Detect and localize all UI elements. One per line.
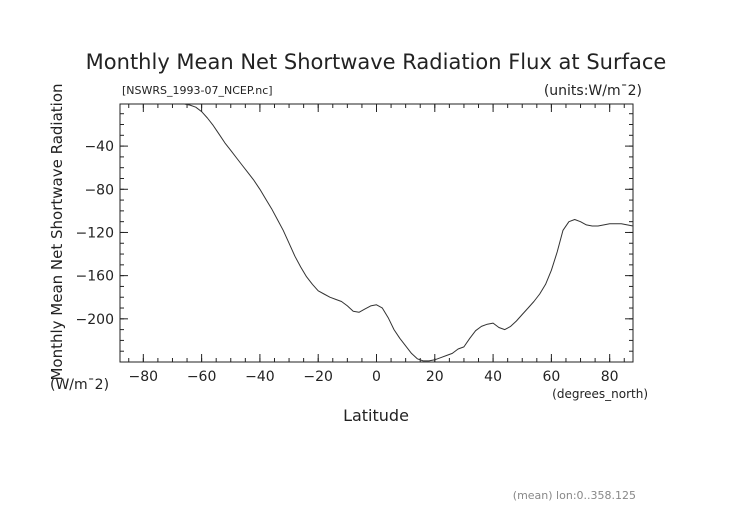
file-label: [NSWRS_1993-07_NCEP.nc] — [122, 84, 273, 97]
x-tick-label: 20 — [426, 369, 444, 385]
units-label: (units:W/m¯2) — [544, 83, 642, 99]
y-tick-label: −40 — [84, 139, 114, 155]
footer-note: (mean) lon:0..358.125 — [513, 489, 636, 502]
y-tick-label: −200 — [76, 312, 114, 328]
x-tick-label: −60 — [187, 369, 217, 385]
x-tick-label: −20 — [303, 369, 333, 385]
y-tick-label: −120 — [76, 225, 114, 241]
x-tick-label: −80 — [129, 369, 159, 385]
x-tick-label: −40 — [245, 369, 275, 385]
x-axis-units: (degrees_north) — [552, 387, 648, 401]
y-tick-label: −80 — [84, 182, 114, 198]
x-axis-label: Latitude — [343, 406, 409, 425]
x-tick-label: 40 — [484, 369, 502, 385]
y-axis-units: (W/m¯2) — [50, 377, 109, 393]
x-tick-label: 60 — [542, 369, 560, 385]
plot-frame — [119, 103, 634, 363]
x-tick-label: 80 — [601, 369, 619, 385]
chart-title: Monthly Mean Net Shortwave Radiation Flu… — [86, 50, 667, 74]
y-axis-label: Monthly Mean Net Shortwave Radiation — [48, 83, 66, 380]
y-tick-label: −160 — [76, 269, 114, 285]
x-tick-label: 0 — [372, 369, 381, 385]
series-line — [184, 103, 634, 362]
